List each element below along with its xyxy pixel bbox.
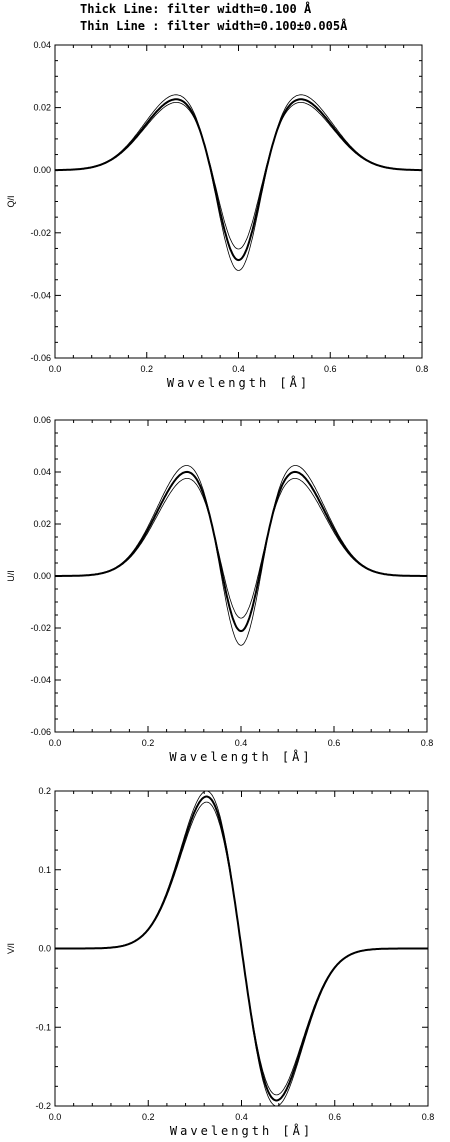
- x-tick-label: 0.2: [142, 1112, 155, 1122]
- y-tick-label: 0.00: [33, 165, 51, 175]
- y-tick-label: -0.04: [30, 290, 51, 300]
- series-line-thick: [55, 98, 422, 262]
- x-tick-label: 0.0: [49, 1112, 62, 1122]
- legend-thin-line: Thin Line : filter width=0.100±0.005Å: [80, 19, 348, 33]
- legend-thick-line: Thick Line: filter width=0.100 Å: [80, 2, 312, 16]
- series-line-thin: [55, 102, 422, 250]
- y-tick-label: 0.0: [38, 944, 51, 954]
- x-tick-label: 0.2: [140, 364, 153, 374]
- y-tick-label: 0.00: [33, 571, 51, 581]
- y-axis-title: Q/I: [6, 195, 16, 207]
- y-tick-label: -0.06: [30, 727, 51, 737]
- y-tick-label: -0.2: [35, 1101, 51, 1111]
- y-axis-title: U/I: [6, 570, 16, 582]
- y-tick-label: 0.06: [33, 415, 51, 425]
- plot-frame-2: [54, 419, 428, 733]
- x-tick-label: 0.6: [324, 364, 337, 374]
- x-tick-label: 0.4: [235, 1112, 248, 1122]
- x-tick-label: 0.0: [49, 364, 62, 374]
- y-tick-label: 0.04: [33, 467, 51, 477]
- series-line-thin: [55, 465, 427, 646]
- x-tick-label: 0.0: [49, 738, 62, 748]
- x-tick-label: 0.6: [328, 738, 341, 748]
- x-tick-label: 0.8: [421, 738, 434, 748]
- y-tick-label: -0.06: [30, 353, 51, 363]
- y-tick-label: -0.02: [30, 228, 51, 238]
- x-axis-title: Wavelength [Å]: [169, 749, 312, 764]
- series-line-thick: [55, 470, 427, 633]
- y-axis-title: V/I: [6, 943, 16, 954]
- x-tick-label: 0.8: [422, 1112, 435, 1122]
- x-tick-label: 0.4: [235, 738, 248, 748]
- x-tick-label: 0.8: [416, 364, 429, 374]
- y-tick-label: 0.2: [38, 786, 51, 796]
- x-axis-title: Wavelength [Å]: [170, 1123, 313, 1138]
- y-tick-label: 0.04: [33, 40, 51, 50]
- y-tick-label: -0.04: [30, 675, 51, 685]
- y-tick-label: -0.02: [30, 623, 51, 633]
- x-tick-label: 0.6: [328, 1112, 341, 1122]
- x-tick-label: 0.4: [232, 364, 245, 374]
- y-tick-label: 0.02: [33, 519, 51, 529]
- series-line-thin: [55, 801, 428, 1096]
- plot-frame-1: [54, 44, 423, 359]
- y-tick-label: -0.1: [35, 1022, 51, 1032]
- figure-header: Thick Line: filter width=0.100 Å Thin Li…: [0, 0, 450, 40]
- x-axis-title: Wavelength [Å]: [167, 375, 310, 390]
- series-line-thin: [55, 477, 427, 619]
- series-line-thin: [55, 94, 422, 271]
- x-tick-label: 0.2: [142, 738, 155, 748]
- y-tick-label: 0.02: [33, 103, 51, 113]
- y-tick-label: 0.1: [38, 865, 51, 875]
